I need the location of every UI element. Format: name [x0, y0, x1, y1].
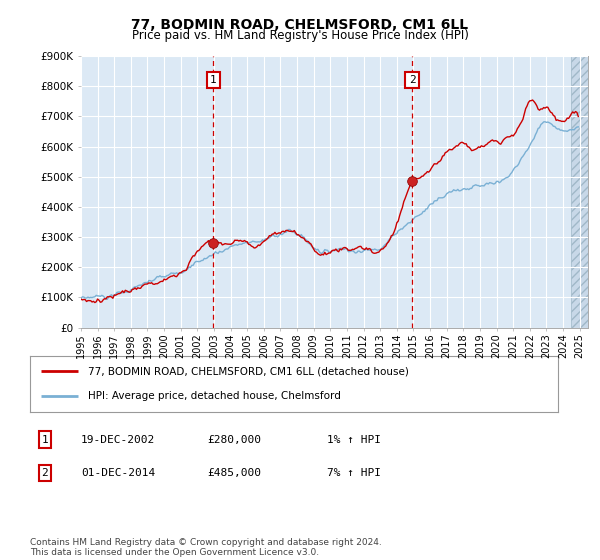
Text: Contains HM Land Registry data © Crown copyright and database right 2024.
This d: Contains HM Land Registry data © Crown c…: [30, 538, 382, 557]
Text: Price paid vs. HM Land Registry's House Price Index (HPI): Price paid vs. HM Land Registry's House …: [131, 29, 469, 42]
Text: 2: 2: [41, 468, 49, 478]
Text: 7% ↑ HPI: 7% ↑ HPI: [327, 468, 381, 478]
Text: HPI: Average price, detached house, Chelmsford: HPI: Average price, detached house, Chel…: [88, 391, 341, 401]
Text: £280,000: £280,000: [207, 435, 261, 445]
Text: 1: 1: [41, 435, 49, 445]
Text: 77, BODMIN ROAD, CHELMSFORD, CM1 6LL (detached house): 77, BODMIN ROAD, CHELMSFORD, CM1 6LL (de…: [88, 366, 409, 376]
Text: 1% ↑ HPI: 1% ↑ HPI: [327, 435, 381, 445]
Text: 19-DEC-2002: 19-DEC-2002: [81, 435, 155, 445]
Text: 2: 2: [409, 75, 416, 85]
Text: 01-DEC-2014: 01-DEC-2014: [81, 468, 155, 478]
Text: 1: 1: [210, 75, 217, 85]
Text: 77, BODMIN ROAD, CHELMSFORD, CM1 6LL: 77, BODMIN ROAD, CHELMSFORD, CM1 6LL: [131, 18, 469, 32]
Text: £485,000: £485,000: [207, 468, 261, 478]
Polygon shape: [571, 56, 588, 328]
